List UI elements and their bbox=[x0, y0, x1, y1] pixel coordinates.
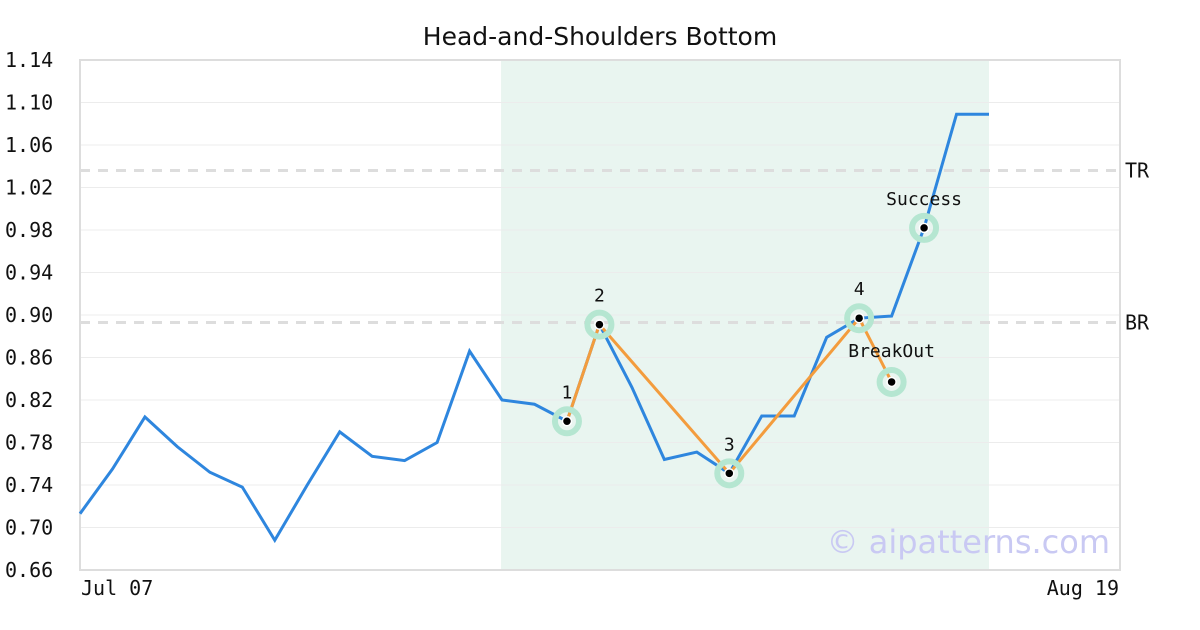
pattern-point bbox=[918, 222, 930, 234]
y-tick-label: 0.78 bbox=[5, 431, 53, 455]
y-tick-label: 1.06 bbox=[5, 133, 53, 157]
y-tick-label: 0.98 bbox=[5, 218, 53, 242]
y-tick-label: 0.90 bbox=[5, 303, 53, 327]
x-axis-ticks: Jul 07 Aug 19 bbox=[81, 576, 1119, 600]
y-tick-label: 0.86 bbox=[5, 346, 53, 370]
pattern-point-label: 1 bbox=[562, 382, 573, 403]
watermark: © aipatterns.com bbox=[827, 523, 1110, 561]
pattern-point bbox=[853, 312, 865, 324]
y-tick-label: 0.66 bbox=[5, 558, 53, 582]
pattern-point bbox=[724, 468, 735, 479]
pattern-points: 1 2 3 4 BreakOut Success bbox=[551, 189, 962, 489]
level-label: TR bbox=[1125, 159, 1150, 183]
pattern-point bbox=[594, 319, 605, 330]
pattern-point bbox=[886, 376, 897, 388]
y-tick-label: 0.82 bbox=[5, 388, 53, 412]
pattern-point-halo bbox=[876, 366, 907, 397]
y-tick-label: 1.10 bbox=[5, 91, 53, 115]
y-tick-label: 1.02 bbox=[5, 176, 53, 200]
price-series-line bbox=[78, 112, 989, 544]
pattern-point-label: BreakOut bbox=[848, 341, 935, 362]
pattern-point-label: Success bbox=[886, 189, 962, 210]
pattern-point-label: 3 bbox=[724, 434, 735, 455]
y-tick-label: 0.94 bbox=[5, 261, 53, 285]
chart-title: Head-and-Shoulders Bottom bbox=[422, 22, 778, 51]
y-tick-label: 0.70 bbox=[5, 516, 53, 540]
y-tick-label: 0.74 bbox=[5, 473, 53, 497]
pattern-point-halo bbox=[584, 309, 615, 340]
x-tick-label: Jul 07 bbox=[81, 576, 153, 600]
pattern-point-label: 2 bbox=[594, 286, 605, 307]
level-lines: TR BR bbox=[80, 159, 1150, 334]
plot-frame bbox=[79, 59, 1121, 571]
pattern-point bbox=[561, 416, 573, 427]
pattern-point-halo bbox=[844, 303, 875, 334]
y-axis-ticks: 0.66 0.70 0.74 0.78 0.82 0.86 0.90 0.94 0.98 1.02… bbox=[5, 48, 53, 582]
pattern-point-label: 4 bbox=[854, 279, 865, 300]
level-label: BR bbox=[1125, 310, 1150, 334]
pattern-point-halo bbox=[714, 458, 745, 489]
y-tick-label: 1.14 bbox=[5, 48, 53, 72]
x-tick-label: Aug 19 bbox=[1047, 576, 1119, 600]
pattern-point-halo bbox=[909, 212, 940, 243]
pattern-point-halo bbox=[551, 406, 582, 437]
